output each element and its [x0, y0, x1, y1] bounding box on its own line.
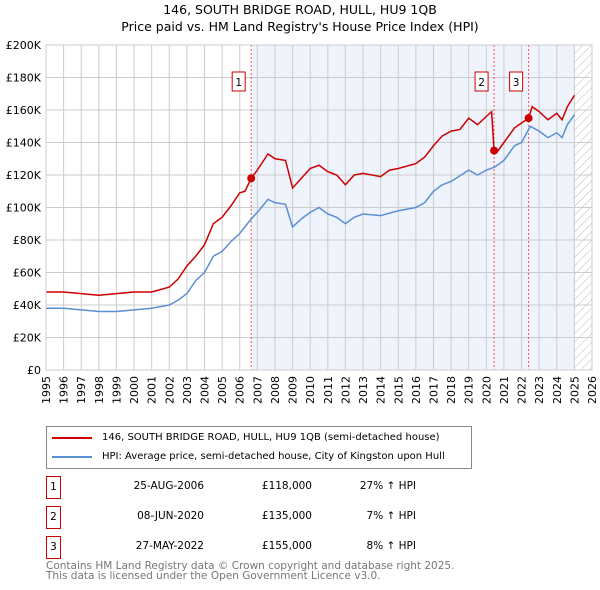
x-tick-label: 2006 [234, 376, 247, 404]
x-tick-label: 1997 [75, 376, 88, 404]
x-tick-label: 2009 [287, 376, 300, 404]
transaction-hpi-diff: 8% ↑ HPI [366, 540, 416, 552]
x-tick-label: 2016 [410, 376, 423, 404]
x-tick-label: 1999 [110, 376, 123, 404]
x-tick-label: 1998 [93, 376, 106, 404]
y-tick-label: £100K [6, 202, 42, 215]
x-tick-label: 2026 [586, 376, 599, 404]
sale-point [490, 146, 499, 155]
x-tick-label: 2019 [463, 376, 476, 404]
transaction-date: 25-AUG-2006 [133, 480, 204, 492]
footer-line1: Contains HM Land Registry data © Crown c… [46, 560, 455, 572]
transaction-number: 3 [46, 536, 61, 559]
y-tick-label: £200K [6, 39, 42, 52]
x-tick-label: 2017 [427, 376, 440, 404]
y-tick-label: £60K [13, 267, 42, 280]
legend-hpi-label: HPI: Average price, semi-detached house,… [102, 451, 445, 462]
legend: 146, SOUTH BRIDGE ROAD, HULL, HU9 1QB (s… [46, 426, 472, 469]
footer: Contains HM Land Registry data © Crown c… [46, 560, 455, 582]
property-line [46, 94, 576, 297]
transaction-date: 08-JUN-2020 [137, 510, 204, 522]
x-tick-label: 2003 [181, 376, 194, 404]
x-tick-label: 2011 [322, 376, 335, 404]
x-tick-label: 2015 [392, 376, 405, 404]
transaction-price: £155,000 [261, 540, 312, 552]
y-tick-label: £20K [13, 332, 42, 345]
transaction-number: 2 [46, 506, 61, 529]
x-tick-label: 2000 [128, 376, 141, 404]
sale-point [247, 174, 256, 183]
x-tick-label: 2022 [516, 376, 529, 404]
x-tick-label: 2002 [163, 376, 176, 404]
legend-hpi-swatch [52, 455, 92, 458]
transaction-price: £135,000 [261, 510, 312, 522]
chart-subtitle: Price paid vs. HM Land Registry's House … [121, 19, 479, 34]
transaction-row: 2 08-JUN-2020 £135,000 7% ↑ HPI [46, 506, 446, 529]
x-tick-label: 2021 [498, 376, 511, 404]
x-tick-label: 2007 [251, 376, 264, 404]
x-tick-label: 2018 [445, 376, 458, 404]
transaction-row: 3 27-MAY-2022 £155,000 8% ↑ HPI [46, 536, 446, 559]
x-tick-label: 2013 [357, 376, 370, 404]
y-tick-label: £40K [13, 299, 42, 312]
chart-title: 146, SOUTH BRIDGE ROAD, HULL, HU9 1QB [163, 2, 437, 17]
y-tick-label: £180K [6, 72, 42, 85]
x-tick-label: 2005 [216, 376, 229, 404]
x-tick-label: 2012 [339, 376, 352, 404]
x-tick-label: 2001 [146, 376, 159, 404]
y-tick-label: £120K [6, 169, 42, 182]
transaction-price: £118,000 [261, 480, 312, 492]
sale-label-box [509, 71, 524, 92]
x-tick-label: 2010 [304, 376, 317, 404]
sale-label-box [474, 71, 489, 92]
plot-border [45, 44, 593, 371]
x-tick-label: 2023 [533, 376, 546, 404]
x-tick-label: 2004 [199, 376, 212, 404]
y-tick-label: £0 [27, 364, 41, 377]
transaction-row: 1 25-AUG-2006 £118,000 27% ↑ HPI [46, 476, 446, 499]
x-tick-label: 2008 [269, 376, 282, 404]
x-tick-label: 2014 [375, 376, 388, 404]
y-tick-label: £80K [13, 234, 42, 247]
sale-label: 1 [235, 77, 242, 89]
sale-point [524, 114, 533, 123]
transaction-hpi-diff: 7% ↑ HPI [366, 510, 416, 522]
legend-property-swatch [52, 436, 92, 439]
transaction-hpi-diff: 27% ↑ HPI [359, 480, 416, 492]
y-tick-label: £140K [6, 137, 42, 150]
sale-label: 2 [478, 77, 485, 89]
sale-label-box [231, 71, 246, 92]
legend-property-label: 146, SOUTH BRIDGE ROAD, HULL, HU9 1QB (s… [102, 432, 440, 443]
transaction-date: 27-MAY-2022 [135, 540, 204, 552]
sale-label: 3 [513, 77, 520, 89]
y-tick-label: £160K [6, 104, 42, 117]
hpi-line [46, 114, 575, 313]
footer-line2: This data is licensed under the Open Gov… [46, 570, 381, 582]
transaction-number: 1 [46, 476, 61, 499]
price-chart: 1995 1996 1997 1998 1999 2000 2001 2002 2003 2004… [6, 39, 599, 404]
x-tick-label: 1996 [58, 376, 71, 404]
x-tick-label: 2024 [551, 376, 564, 404]
x-tick-label: 2025 [568, 376, 581, 404]
x-tick-label: 2020 [480, 376, 493, 404]
x-tick-label: 1995 [40, 376, 53, 404]
